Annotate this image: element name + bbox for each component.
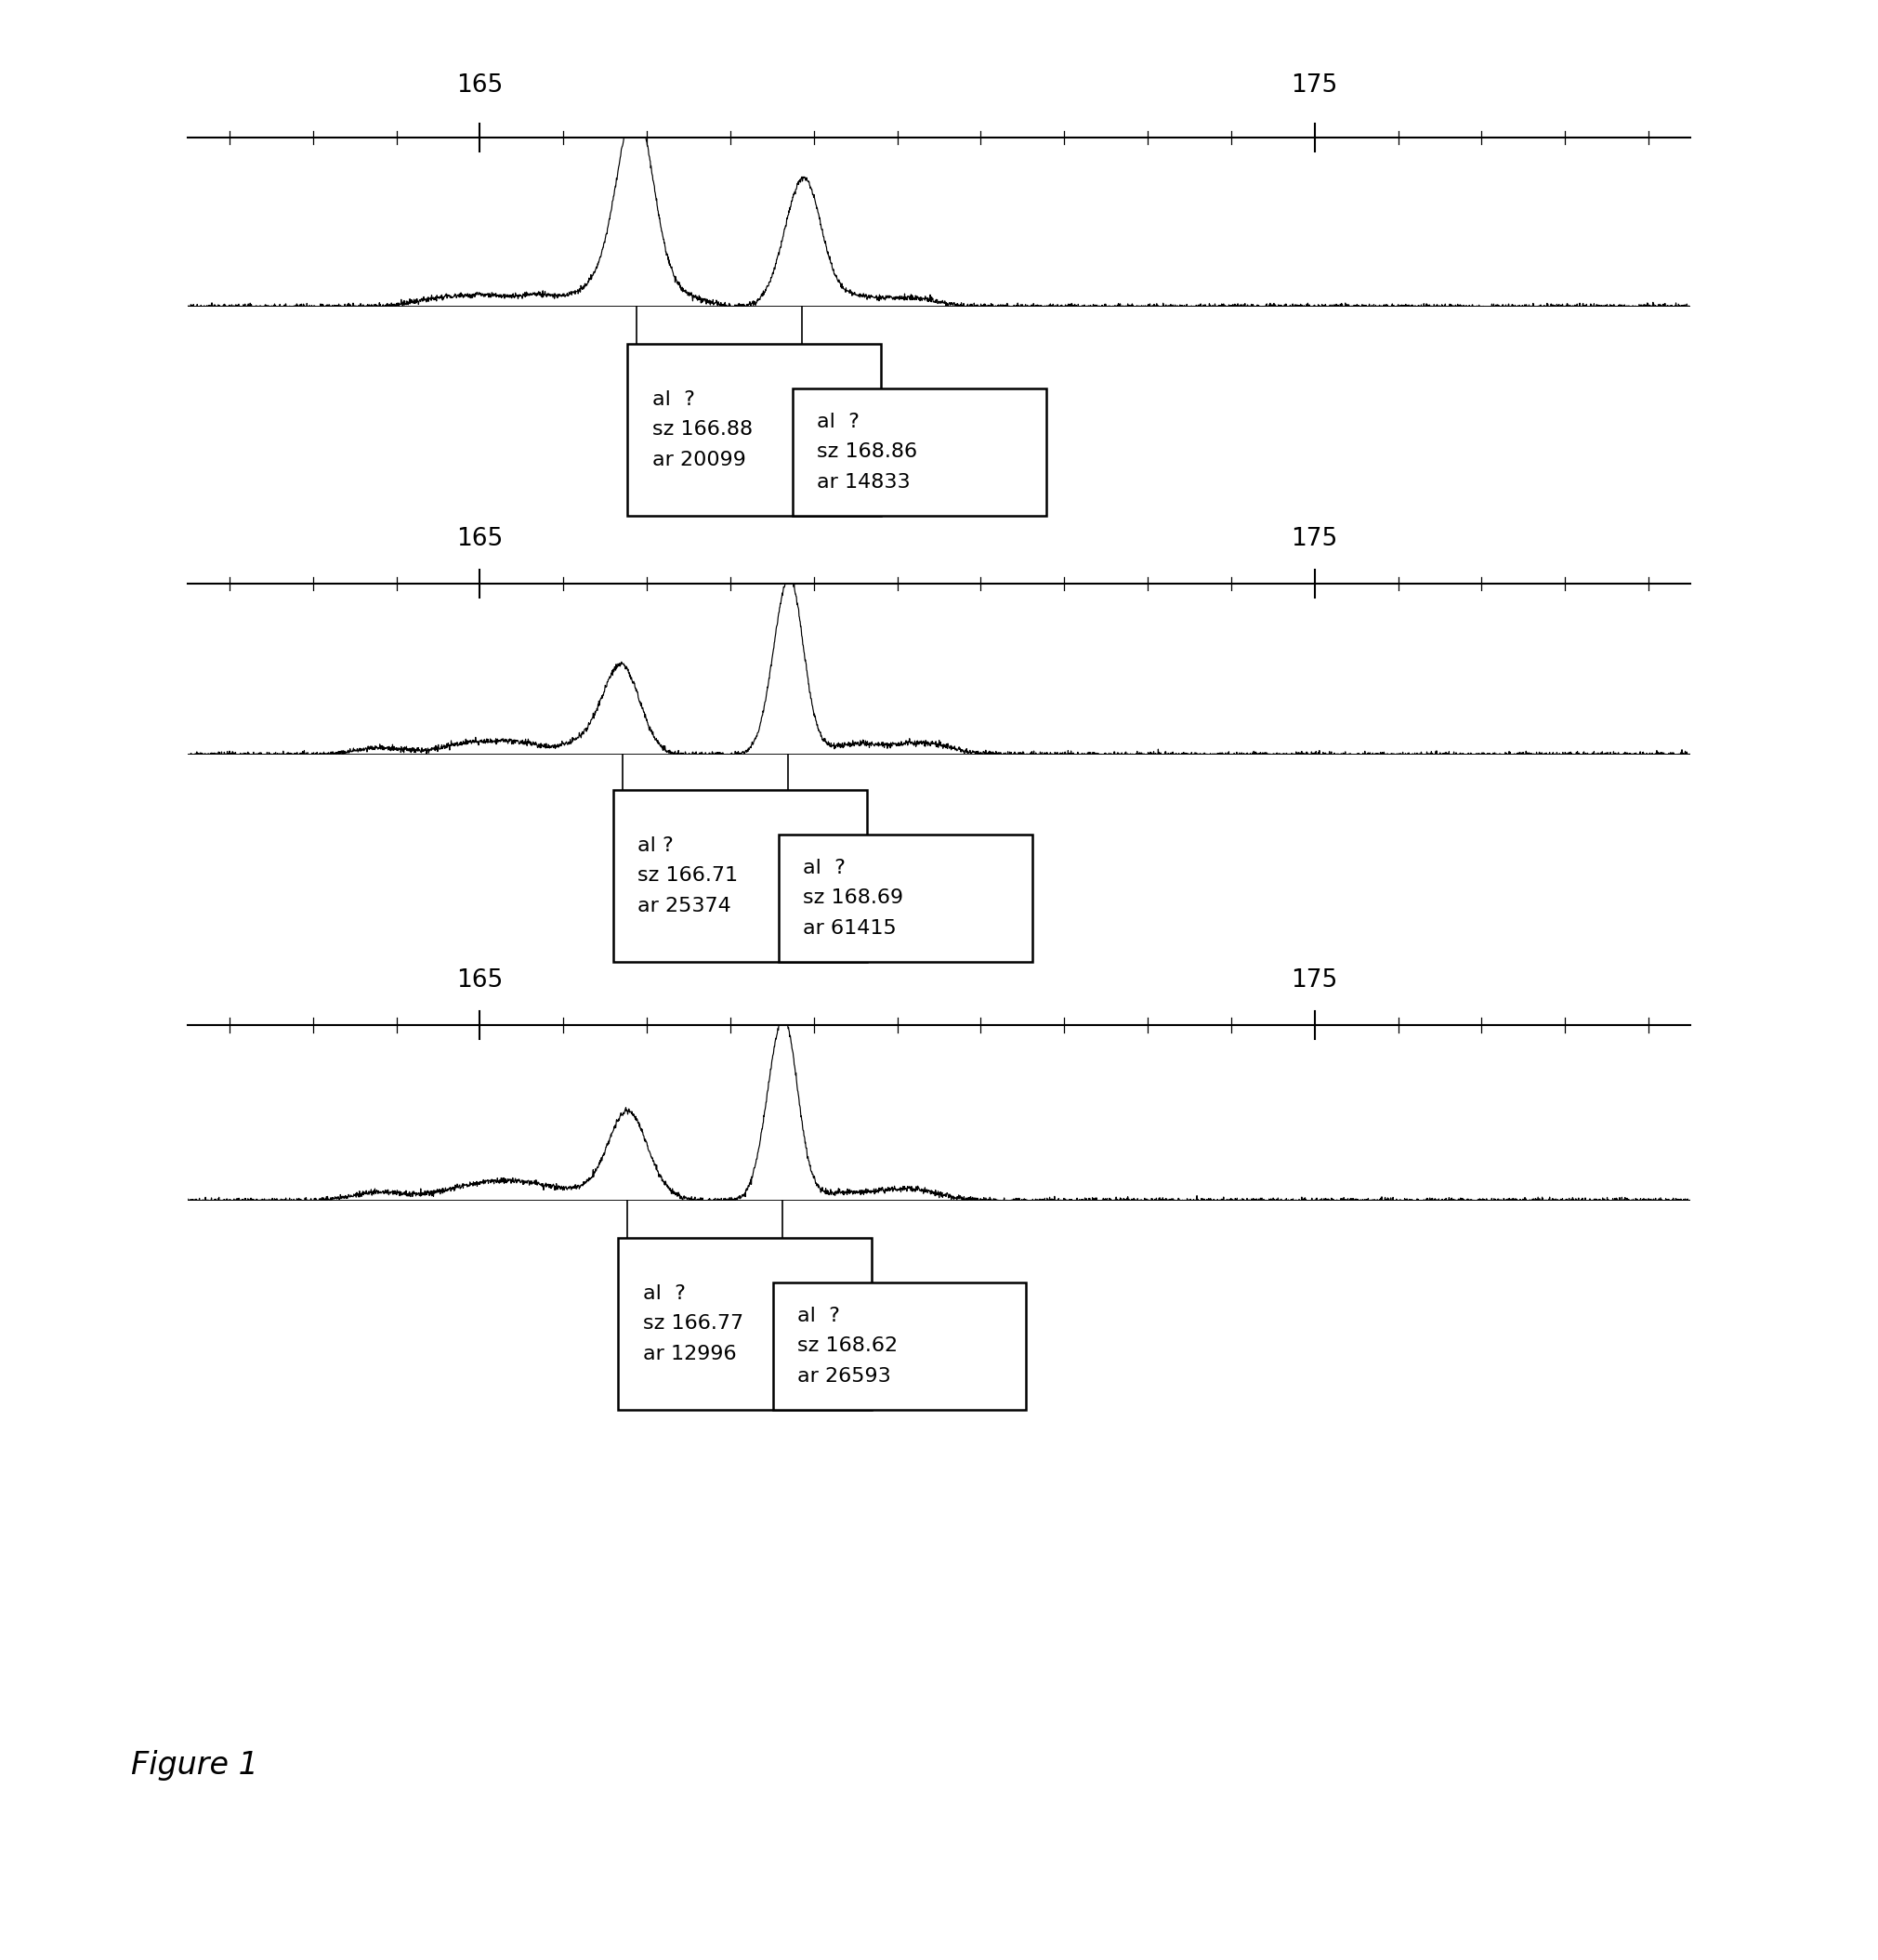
Text: al  ?
sz 168.62
ar 26593: al ? sz 168.62 ar 26593 bbox=[796, 1307, 898, 1386]
Text: al  ?
sz 166.77
ar 12996: al ? sz 166.77 ar 12996 bbox=[642, 1284, 744, 1364]
Text: al  ?
sz 168.86
ar 14833: al ? sz 168.86 ar 14833 bbox=[817, 412, 918, 492]
Text: 165: 165 bbox=[456, 527, 503, 551]
Text: 165: 165 bbox=[456, 73, 503, 98]
Text: al ?
sz 166.71
ar 25374: al ? sz 166.71 ar 25374 bbox=[639, 837, 738, 915]
Text: 175: 175 bbox=[1292, 73, 1337, 98]
Text: 165: 165 bbox=[456, 968, 503, 992]
Text: 175: 175 bbox=[1292, 968, 1337, 992]
Text: 175: 175 bbox=[1292, 527, 1337, 551]
Text: al  ?
sz 168.69
ar 61415: al ? sz 168.69 ar 61415 bbox=[804, 858, 903, 939]
Text: Figure 1: Figure 1 bbox=[131, 1750, 259, 1782]
Text: al  ?
sz 166.88
ar 20099: al ? sz 166.88 ar 20099 bbox=[652, 390, 753, 470]
